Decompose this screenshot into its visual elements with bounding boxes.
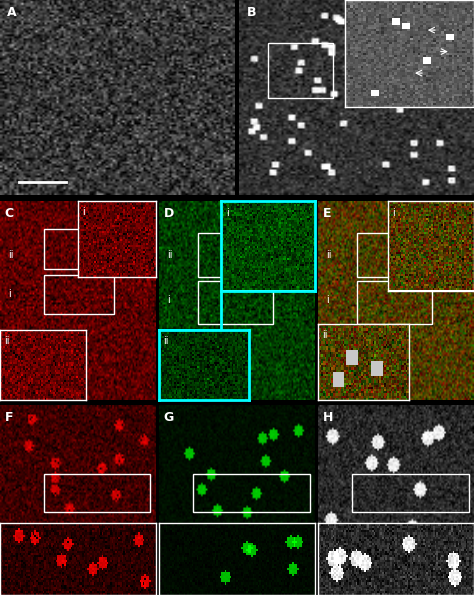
Text: ii: ii xyxy=(8,250,13,260)
Text: ii: ii xyxy=(167,250,173,260)
Text: E: E xyxy=(323,207,331,220)
Bar xyxy=(44,275,114,314)
Text: G: G xyxy=(164,411,174,424)
Text: B: B xyxy=(246,6,256,19)
Bar xyxy=(198,233,273,277)
Bar xyxy=(44,474,150,512)
Bar xyxy=(193,474,310,512)
Bar xyxy=(357,233,432,277)
Text: i: i xyxy=(8,289,10,299)
Text: H: H xyxy=(323,411,333,424)
Text: F: F xyxy=(5,411,13,424)
Text: C: C xyxy=(5,207,14,220)
Bar xyxy=(357,281,432,324)
Bar xyxy=(198,281,273,324)
Text: i: i xyxy=(326,295,328,305)
Text: D: D xyxy=(164,207,174,220)
Bar xyxy=(267,43,333,98)
Bar xyxy=(44,229,114,269)
Text: A: A xyxy=(7,6,17,19)
Bar xyxy=(352,474,469,512)
Text: i: i xyxy=(167,295,170,305)
Text: ii: ii xyxy=(326,250,331,260)
